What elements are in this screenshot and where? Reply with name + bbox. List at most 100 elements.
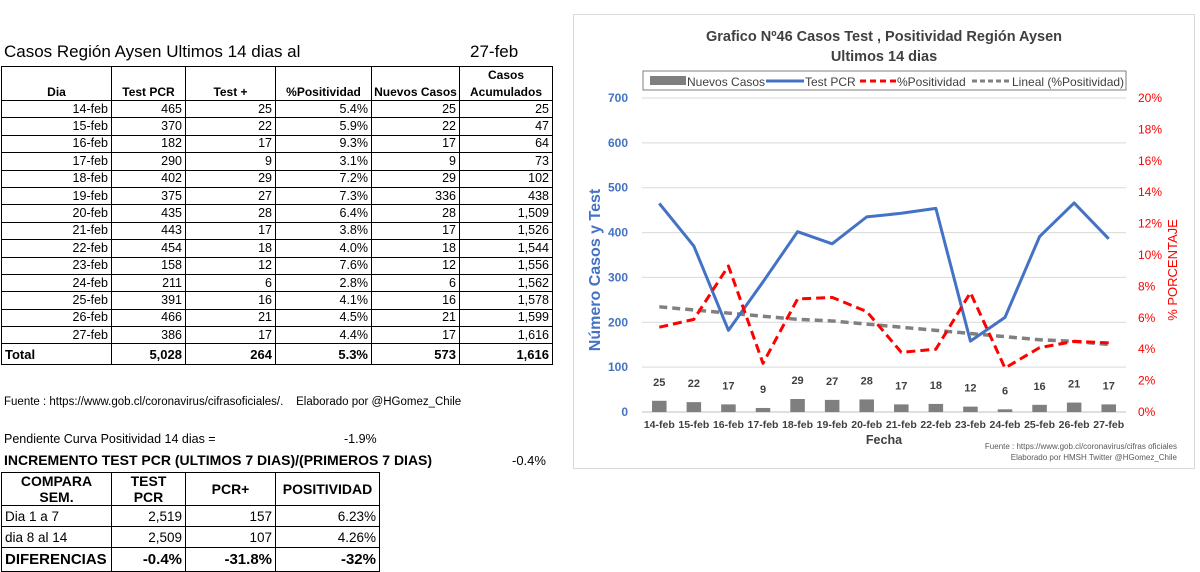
table-row: 26-feb 466 21 4.5% 21 1,599 xyxy=(1,308,553,328)
x-tick-label: 19-feb xyxy=(817,419,848,431)
y-tick-label: 700 xyxy=(608,91,628,105)
combo-chart: Grafico Nº46 Casos Test , Positividad Re… xyxy=(587,29,1180,462)
total-nuevos-casos: 573 xyxy=(371,343,460,366)
bar xyxy=(963,406,978,412)
header-dia-top xyxy=(1,66,112,83)
header-nuevos-top xyxy=(371,66,460,83)
x-tick-label: 21-feb xyxy=(886,419,917,431)
bar-data-label: 9 xyxy=(760,384,766,396)
y-tick-label: 400 xyxy=(608,226,628,240)
increment-label: INCREMENTO TEST PCR (ULTIMOS 7 DIAS)/(PR… xyxy=(4,452,433,468)
header-test-pcr-top xyxy=(111,66,186,83)
header-casos-acumulados-line2: Acumulados xyxy=(459,83,553,101)
compare-row: dia 8 al 14 2,509 107 4.26% xyxy=(1,526,380,548)
y2-tick-label: 12% xyxy=(1138,217,1162,231)
y-tick-label: 200 xyxy=(608,315,628,329)
bar xyxy=(652,400,667,412)
table-row: 23-feb 158 12 7.6% 12 1,556 xyxy=(1,256,553,275)
bar xyxy=(755,407,771,412)
chart-subtitle: Ultimos 14 dias xyxy=(831,49,937,65)
pcr-line-series xyxy=(658,201,1110,343)
x-tick-label: 20-feb xyxy=(851,419,882,431)
x-tick-label: 24-feb xyxy=(990,419,1021,431)
positivity-line-series xyxy=(658,264,1109,370)
total-row: Total 5,028 264 5.3% 573 1,616 xyxy=(1,343,553,366)
table-row: 25-feb 391 16 4.1% 16 1,578 xyxy=(1,291,553,310)
y2-tick-label: 10% xyxy=(1138,248,1162,262)
title-date: 27-feb xyxy=(470,42,519,61)
bar-data-label: 18 xyxy=(930,380,942,392)
total-test-pcr: 5,028 xyxy=(111,343,186,366)
x-tick-label: 18-feb xyxy=(782,419,813,431)
table-row: 16-feb 182 17 9.3% 17 64 xyxy=(1,134,553,154)
y2-tick-label: 14% xyxy=(1138,185,1162,199)
table-row: 21-feb 443 17 3.8% 17 1,526 xyxy=(1,221,553,241)
y2-axis-title: % PORCENTAJE xyxy=(1165,219,1180,321)
table-row: 15-feb 370 22 5.9% 22 47 xyxy=(1,117,553,136)
total-test-pos: 264 xyxy=(185,343,276,366)
x-tick-label: 25-feb xyxy=(1024,419,1055,431)
y-tick-label: 600 xyxy=(608,136,628,150)
legend-label-trend: Lineal (%Positividad) xyxy=(1012,75,1124,89)
table-row: 22-feb 454 18 4.0% 18 1,544 xyxy=(1,239,553,258)
bar-data-label: 6 xyxy=(1002,385,1008,397)
y-tick-label: 300 xyxy=(608,270,628,284)
y2-tick-label: 2% xyxy=(1138,374,1156,388)
compare-header: TEST PCR xyxy=(111,472,186,506)
legend-label-positivity: %Positividad xyxy=(897,75,966,89)
bar xyxy=(686,402,702,412)
bar xyxy=(1101,404,1116,412)
increment-value: -0.4% xyxy=(512,453,546,468)
y2-tick-label: 0% xyxy=(1138,405,1156,419)
y-tick-label: 0 xyxy=(621,405,628,419)
chart-legend: Nuevos Casos Test PCR %Positividad Linea… xyxy=(642,70,1127,91)
y-tick-label: 100 xyxy=(608,360,628,374)
compare-row: Dia 1 a 7 2,519 157 6.23% xyxy=(1,505,380,527)
bar xyxy=(824,399,840,412)
y-axis-title: Número Casos y Test xyxy=(587,188,604,351)
header-test-pcr: Test PCR xyxy=(111,83,186,101)
source-text: Fuente : https://www.gob.cl/coronavirus/… xyxy=(4,396,284,408)
x-axis: 14-feb 15-feb 16-feb 17-feb 18-feb 19-feb 20-f… xyxy=(644,419,1124,431)
bar xyxy=(721,404,736,412)
table-row: 17-feb 290 9 3.1% 9 73 xyxy=(1,152,553,171)
table-row: 24-feb 211 6 2.8% 6 1,562 xyxy=(1,273,553,293)
bar xyxy=(1066,402,1082,412)
table-row: 18-feb 402 29 7.2% 29 102 xyxy=(1,169,553,188)
table-row: 19-feb 375 27 7.3% 336 438 xyxy=(1,186,553,206)
y-tick-label: 500 xyxy=(608,181,628,195)
total-positividad: 5.3% xyxy=(275,343,372,366)
bar-data-label: 29 xyxy=(791,375,803,387)
x-tick-label: 14-feb xyxy=(644,419,675,431)
x-tick-label: 15-feb xyxy=(678,419,709,431)
y2-tick-label: 16% xyxy=(1138,154,1162,168)
total-casos-acumulados: 1,616 xyxy=(459,343,553,366)
x-tick-label: 23-feb xyxy=(955,419,986,431)
compare-header: PCR+ xyxy=(185,472,276,506)
bar-data-label: 28 xyxy=(861,375,873,387)
x-tick-label: 16-feb xyxy=(713,419,744,431)
header-dia: Dia xyxy=(1,83,112,101)
cases-table: Casos Dia Test PCR Test + %Positividad N… xyxy=(1,66,553,366)
legend-label-pcr: Test PCR xyxy=(805,75,856,89)
bar-data-label: 27 xyxy=(826,376,838,388)
y-axis: 0 100 200 300 400 500 600 700 xyxy=(608,91,628,419)
source-note: Fuente : https://www.gob.cl/coronavirus/… xyxy=(4,396,461,408)
legend-label-bars: Nuevos Casos xyxy=(687,75,765,89)
header-positividad: %Positividad xyxy=(275,83,372,101)
header-casos-acumulados-line1: Casos xyxy=(459,66,553,83)
header-nuevos-casos: Nuevos Casos xyxy=(371,83,460,101)
y2-tick-label: 8% xyxy=(1138,279,1156,293)
chart-author: Elaborado por HMSH Twitter @HGomez_Chile xyxy=(1011,453,1178,462)
x-tick-label: 17-feb xyxy=(748,419,779,431)
header-positividad-top xyxy=(275,66,372,83)
y2-axis: 0% 2% 4% 6% 8% 10% 12% 14% 16% 18% 20% xyxy=(1138,91,1162,419)
bar-data-label: 16 xyxy=(1033,381,1045,393)
bar-series xyxy=(652,398,1116,412)
y2-tick-label: 20% xyxy=(1138,91,1162,105)
chart-container: Grafico Nº46 Casos Test , Positividad Re… xyxy=(573,14,1195,469)
page-title: Casos Región Aysen Ultimos 14 dias al xyxy=(4,42,301,61)
y2-tick-label: 18% xyxy=(1138,122,1162,136)
table-row: 20-feb 435 28 6.4% 28 1,509 xyxy=(1,204,553,223)
bar xyxy=(1032,404,1047,412)
